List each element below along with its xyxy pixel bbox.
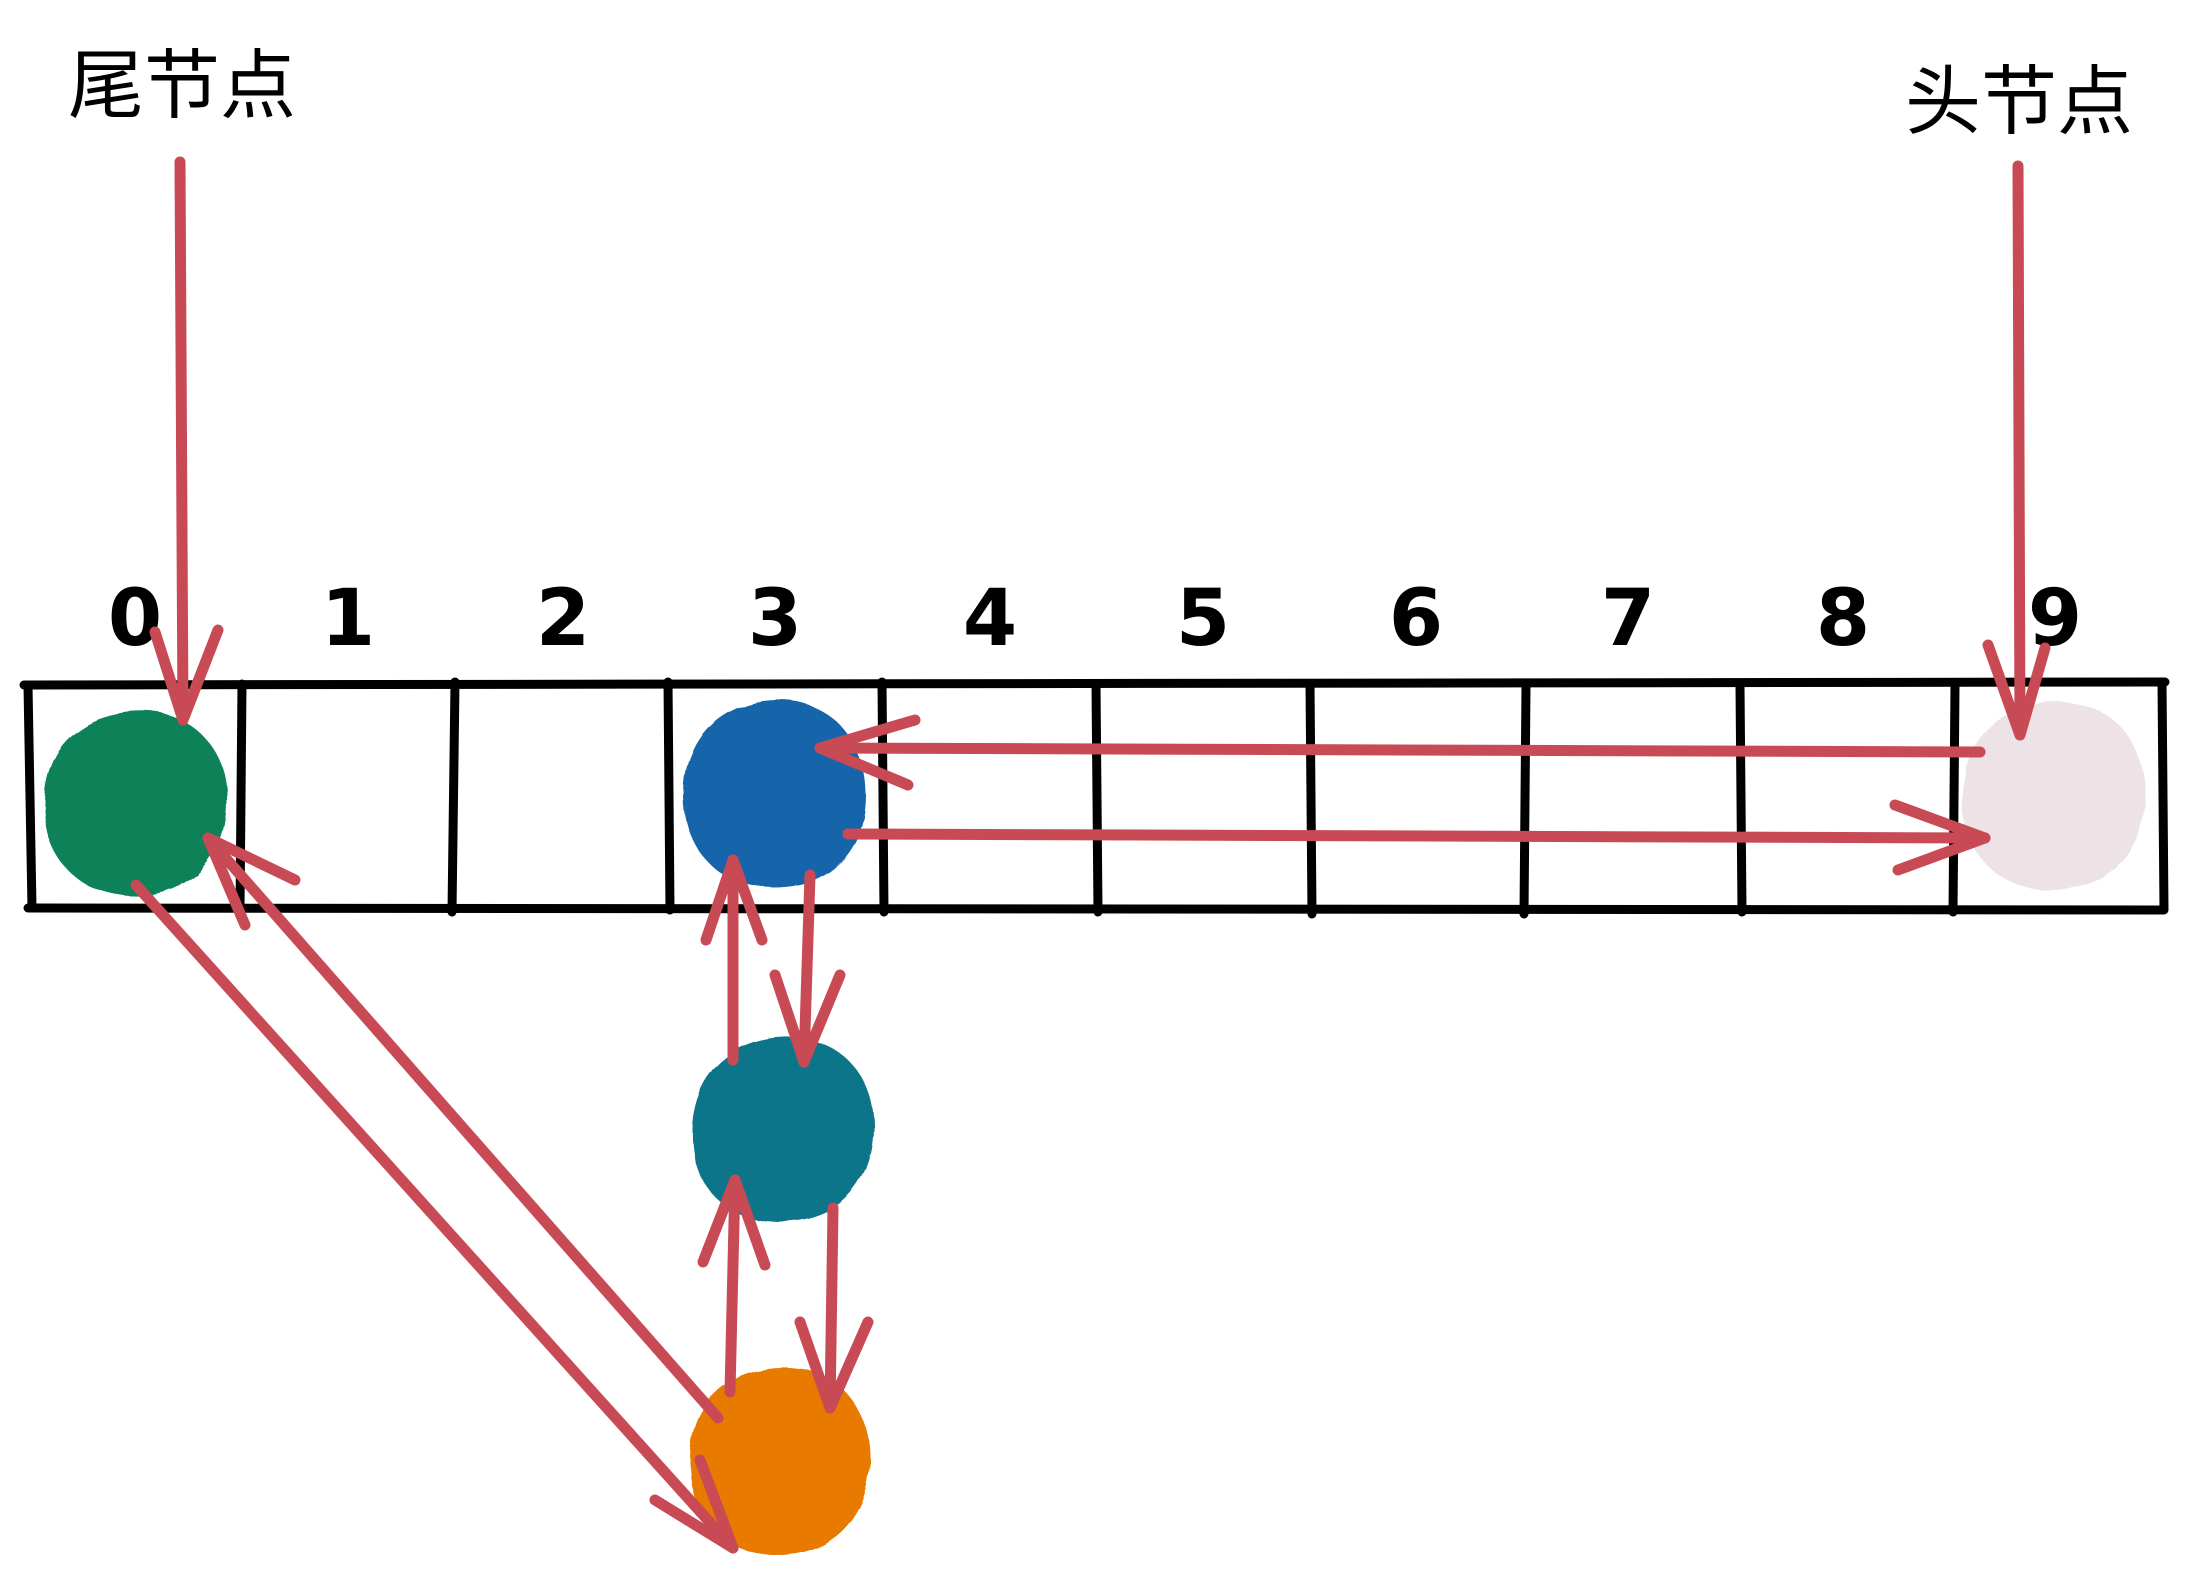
- index-label-9: 9: [2028, 574, 2082, 664]
- grid-line-0: [23, 681, 37, 913]
- grid-line-6: [1305, 679, 1317, 919]
- index-label-2: 2: [536, 574, 590, 664]
- arrow-slot-9-to-slot-3: [814, 714, 1986, 791]
- grid-line-10: [2157, 677, 2169, 915]
- grid-line-3: [663, 677, 675, 915]
- index-label-4: 4: [963, 574, 1017, 664]
- grid-line-2: [447, 677, 460, 917]
- node-slot-9: [1962, 701, 2146, 890]
- node-slot-0: [43, 711, 227, 897]
- arrow-slot-3-to-chain-1: [769, 869, 846, 1068]
- grid-bottom-edge: [23, 902, 2167, 916]
- grid-line-8: [1735, 681, 1747, 917]
- arrow-chain-2-to-slot-0: [202, 832, 724, 1424]
- arrow-tail-to-slot-0: [149, 156, 224, 726]
- grid-line-4: [877, 677, 889, 917]
- tail-node-label: 尾节点: [68, 41, 296, 130]
- grid-line-5: [1091, 679, 1103, 917]
- grid-line-9: [1948, 681, 1960, 917]
- arrow-head-to-slot-9: [1982, 160, 2051, 741]
- index-label-8: 8: [1816, 574, 1870, 664]
- index-label-3: 3: [748, 574, 802, 664]
- arrow-chain-1-to-chain-2: [794, 1202, 874, 1414]
- index-labels: 0 1 2 3 4 5 6 7 8 9: [108, 574, 2082, 664]
- arrow-chain-1-to-slot-3: [700, 854, 768, 1066]
- array-grid: [19, 677, 2170, 919]
- grid-line-7: [1519, 681, 1531, 919]
- arrow-slot-0-to-chain-2: [130, 879, 739, 1554]
- index-label-1: 1: [321, 574, 375, 664]
- head-node-label: 头节点: [1905, 57, 2133, 146]
- arrow-slot-3-to-slot-9: [842, 799, 1991, 876]
- node-chain-2: [690, 1367, 871, 1555]
- node-chain-1: [691, 1037, 875, 1222]
- index-label-6: 6: [1389, 574, 1443, 664]
- index-label-5: 5: [1176, 574, 1230, 664]
- node-slot-3: [684, 699, 866, 888]
- index-label-7: 7: [1601, 574, 1655, 664]
- arrow-chain-2-to-chain-1: [697, 1174, 771, 1398]
- index-label-0: 0: [108, 574, 162, 664]
- arrows: [130, 156, 2051, 1554]
